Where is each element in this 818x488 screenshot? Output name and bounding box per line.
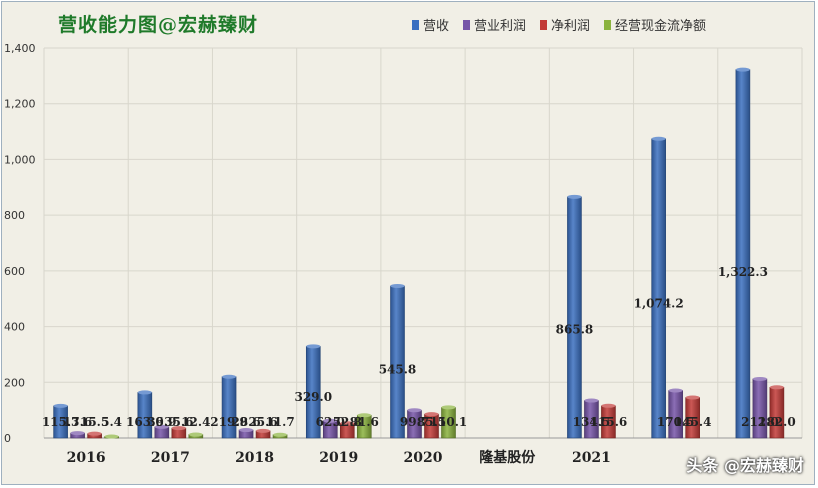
- bar-cap: [752, 376, 767, 381]
- data-label: 25.6: [248, 415, 277, 429]
- y-tick-label: 800: [4, 209, 25, 222]
- data-label: 15.5: [80, 415, 109, 429]
- legend-item-revenue: 营收: [412, 15, 449, 34]
- bar-cap: [685, 395, 700, 400]
- data-label: 81.6: [350, 415, 379, 429]
- data-label: 5.4: [101, 415, 122, 429]
- y-tick-label: 200: [4, 376, 25, 389]
- y-tick-label: 1,000: [4, 153, 36, 166]
- x-tick-label: 2018: [235, 450, 274, 466]
- bar-cap: [53, 403, 68, 408]
- bar-cap: [769, 385, 784, 390]
- bar-cap: [154, 424, 169, 429]
- bar-cap: [441, 405, 456, 410]
- y-tick-label: 1,400: [4, 42, 36, 55]
- legend-swatch-cash-flow: [604, 19, 612, 30]
- bar-cap: [188, 432, 203, 437]
- bar-cap: [256, 428, 271, 433]
- data-label: 145.4: [674, 415, 712, 429]
- data-label: 545.8: [379, 363, 417, 377]
- bar-cap: [668, 388, 683, 393]
- x-tick-label: 2019: [319, 450, 358, 466]
- bar-cap: [601, 403, 616, 408]
- bar-cap: [567, 194, 582, 199]
- data-label: 99.7: [400, 415, 429, 429]
- x-tick-label: 2017: [151, 450, 190, 466]
- bar-cap: [273, 432, 288, 437]
- data-label: 1,074.2: [634, 296, 684, 310]
- bar-cap: [70, 431, 85, 436]
- bar: [752, 378, 768, 439]
- data-label: 11.7: [265, 415, 294, 429]
- data-label: 115.3: [42, 415, 80, 429]
- legend-label-cash-flow: 经营现金流净额: [615, 19, 707, 34]
- bar-cap: [651, 136, 666, 141]
- bar: [735, 69, 751, 439]
- y-tick-label: 600: [4, 265, 25, 278]
- bar-cap: [171, 426, 186, 431]
- data-label: 110.1: [430, 415, 468, 429]
- data-label: 163.6: [126, 415, 164, 429]
- legend-label-revenue: 营收: [423, 19, 450, 34]
- bar-cap: [222, 374, 237, 379]
- x-tick-label: 2021: [572, 450, 611, 466]
- data-label: 39.9: [147, 415, 176, 429]
- x-tick-label: 2016: [67, 450, 106, 466]
- bar-cap: [323, 418, 338, 423]
- y-tick-label: 1,200: [4, 98, 36, 111]
- legend-swatch-net-profit: [540, 19, 548, 30]
- data-label: 35.6: [164, 415, 193, 429]
- data-label: 212.0: [741, 415, 779, 429]
- bar-cap: [340, 421, 355, 426]
- legend: 营收 营业利润 净利润 经营现金流净额: [412, 15, 706, 34]
- y-tick-label: 0: [4, 432, 11, 445]
- data-label: 1,322.3: [718, 265, 768, 279]
- data-label: 52.8: [333, 415, 362, 429]
- legend-item-operating-profit: 营业利润: [463, 15, 526, 34]
- x-tick-label: 2020: [404, 450, 443, 466]
- bar: [769, 386, 785, 439]
- data-label: 134.5: [573, 415, 611, 429]
- legend-swatch-operating-profit: [463, 19, 471, 30]
- bar-cap: [306, 344, 321, 349]
- legend-item-cash-flow: 经营现金流净额: [604, 15, 706, 34]
- bar-cap: [87, 431, 102, 436]
- chart-title: 营收能力图@宏赫臻财: [58, 14, 259, 36]
- bar-cap: [104, 434, 119, 439]
- bar-cap: [137, 390, 152, 395]
- bar-cap: [584, 398, 599, 403]
- data-label: 115.6: [590, 415, 628, 429]
- data-label: 62.0: [316, 415, 345, 429]
- data-label: 17.6: [63, 415, 92, 429]
- watermark: 头条 @宏赫臻财: [686, 456, 804, 475]
- bar-cap: [735, 67, 750, 72]
- bar: [567, 196, 582, 439]
- bar: [651, 138, 666, 439]
- data-label: 170.5: [657, 415, 695, 429]
- data-label: 85.5: [417, 415, 446, 429]
- data-label: 12.4: [181, 415, 210, 429]
- data-label: 28.6: [231, 415, 260, 429]
- y-tick-label: 400: [4, 321, 25, 334]
- legend-label-net-profit: 净利润: [551, 19, 591, 34]
- legend-label-operating-profit: 营业利润: [474, 19, 527, 34]
- bar-cap: [390, 283, 405, 288]
- data-label: 865.8: [556, 322, 594, 336]
- data-label: 219.9: [210, 415, 248, 429]
- bar-cap: [357, 413, 372, 418]
- bar-cap: [407, 408, 422, 413]
- legend-swatch-revenue: [412, 19, 419, 30]
- x-tick-label: 隆基股份: [479, 449, 536, 466]
- bar-cap: [239, 428, 254, 433]
- bar-cap: [424, 412, 439, 417]
- legend-item-net-profit: 净利润: [540, 15, 590, 34]
- data-label: 329.0: [294, 390, 332, 404]
- data-label: 182.0: [758, 415, 796, 429]
